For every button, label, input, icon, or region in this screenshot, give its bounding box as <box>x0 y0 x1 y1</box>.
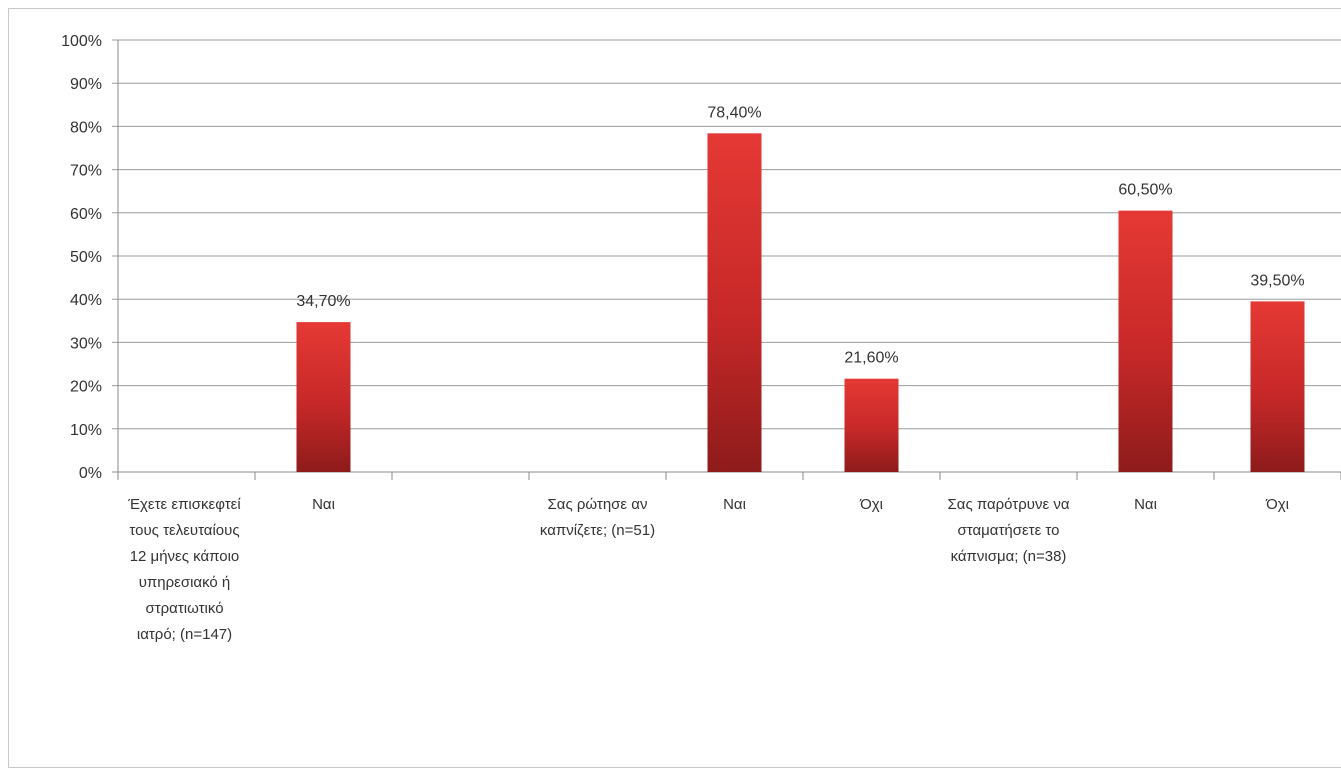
bar <box>296 322 351 472</box>
x-category-label: Ναι <box>1134 496 1157 513</box>
bar <box>1118 210 1173 472</box>
data-label: 78,40% <box>707 104 761 121</box>
bar <box>844 378 899 472</box>
y-tick-label: 0% <box>79 465 102 482</box>
y-tick-label: 70% <box>70 163 102 180</box>
x-category-label: Όχι <box>1266 496 1289 513</box>
data-label: 34,70% <box>296 293 350 310</box>
x-category-label: Ναι <box>723 496 746 513</box>
bar <box>707 133 762 472</box>
x-category-label: Έχετε επισκεφτεί τους τελευταίους 12 μήν… <box>128 496 241 643</box>
y-tick-label: 80% <box>70 119 102 136</box>
x-category-label: Ναι <box>312 496 335 513</box>
y-tick-label: 100% <box>61 33 102 50</box>
y-tick-label: 30% <box>70 335 102 352</box>
data-label: 60,50% <box>1118 182 1172 199</box>
y-tick-label: 50% <box>70 249 102 266</box>
y-tick-label: 60% <box>70 206 102 223</box>
data-label: 39,50% <box>1250 272 1304 289</box>
y-tick-label: 40% <box>70 292 102 309</box>
data-label: 21,60% <box>844 350 898 367</box>
y-tick-label: 20% <box>70 379 102 396</box>
y-tick-label: 10% <box>70 422 102 439</box>
x-category-label: Σας ρώτησε αν καπνίζετε; (n=51) <box>539 496 656 539</box>
x-category-label: Όχι <box>860 496 883 513</box>
x-category-label: Σας παρότρυνε να σταματήσετε το κάπνισμα… <box>947 496 1070 565</box>
bar <box>1250 301 1305 472</box>
y-tick-label: 90% <box>70 76 102 93</box>
